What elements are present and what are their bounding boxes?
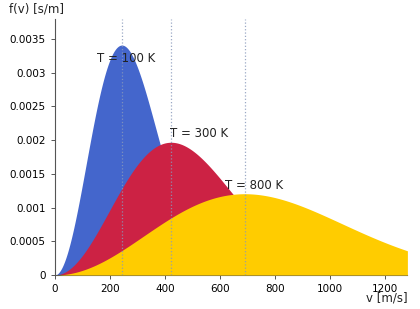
Text: T = 800 K: T = 800 K [226, 179, 284, 192]
Text: T = 300 K: T = 300 K [171, 127, 228, 140]
Text: f(v) [s/m]: f(v) [s/m] [9, 3, 64, 16]
Text: v [m/s]: v [m/s] [366, 292, 407, 305]
Text: T = 100 K: T = 100 K [97, 53, 155, 66]
